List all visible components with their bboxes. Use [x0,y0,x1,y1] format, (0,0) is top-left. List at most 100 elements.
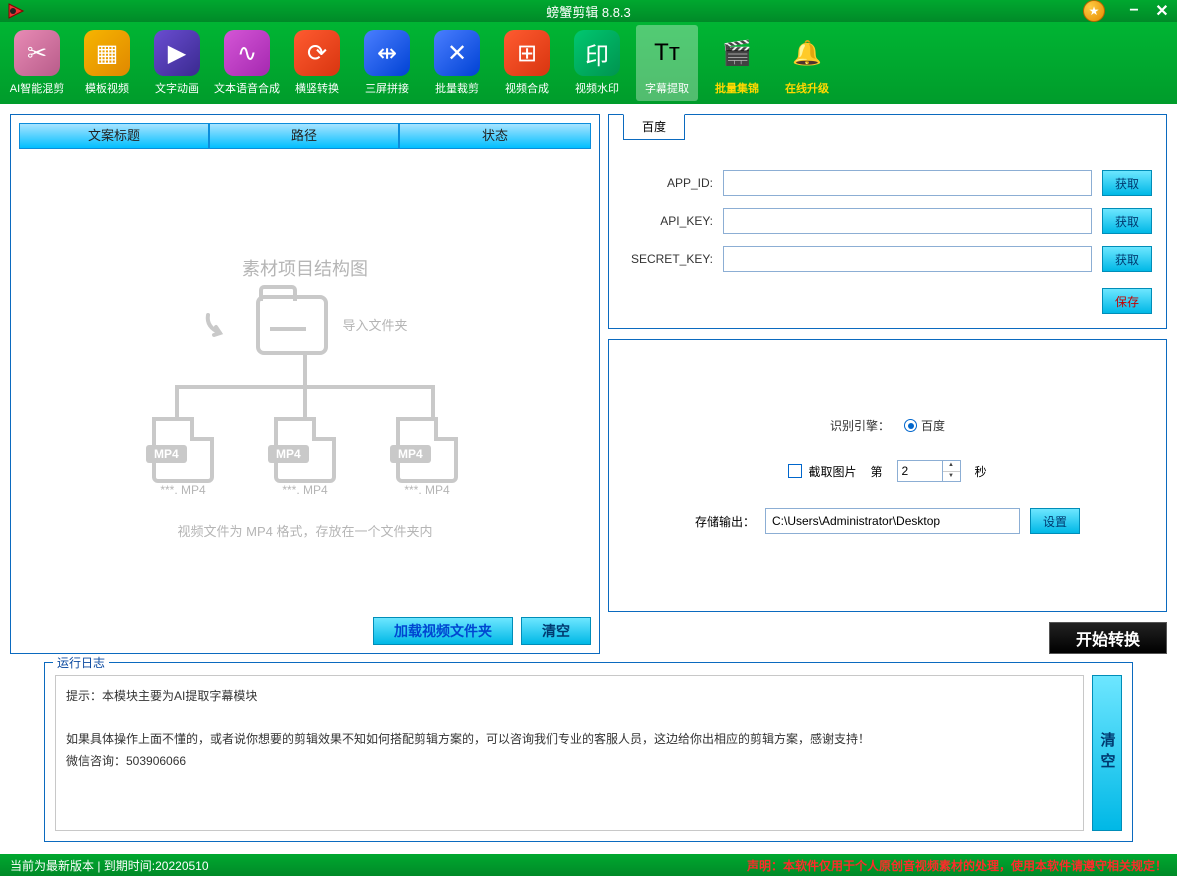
second-input[interactable] [898,461,942,481]
tool-icon: ⟳ [294,30,340,76]
file-icon: MP4 [152,417,214,483]
tool-label: 文字动画 [155,80,199,96]
tool-10[interactable]: 🎬 批量集锦 [706,25,768,101]
window-title: 螃蟹剪辑 8.8.3 [546,2,631,21]
tool-label: 三屏拼接 [365,80,409,96]
engine-label: 识别引擎： [830,417,890,434]
tool-0[interactable]: ✂ AI智能混剪 [6,25,68,101]
tool-8[interactable]: 印视频水印 [566,25,628,101]
tool-icon: ▦ [84,30,130,76]
import-label: 导入文件夹 [342,315,407,334]
diagram-title: 素材项目结构图 [242,255,368,281]
form-label: SECRET_KEY: [623,252,713,266]
start-convert-button[interactable]: 开始转换 [1049,622,1167,654]
tool-icon: Tᴛ [644,30,690,76]
tool-label: AI智能混剪 [10,80,64,96]
arrow-icon [202,305,242,345]
tab-baidu[interactable]: 百度 [623,114,685,140]
file-icon: MP4 [396,417,458,483]
tool-icon: ∿ [224,30,270,76]
tool-9[interactable]: Tᴛ 字幕提取 [636,25,698,101]
status-right: 声明：本软件仅用于个人原创音视频素材的处理，使用本软件请遵守相关规定！ [747,857,1167,874]
screenshot-checkbox[interactable]: 截取图片 [788,463,856,480]
tool-label: 视频合成 [505,80,549,96]
get-button-1[interactable]: 获取 [1102,208,1152,234]
tool-11[interactable]: 🔔 在线升级 [776,25,838,101]
file-name: ***. MP4 [274,483,336,497]
second-unit: 秒 [975,463,987,480]
radio-icon [904,419,917,432]
main-toolbar: ✂ AI智能混剪 ▦ 模板视频 ▶ 文字动画 ∿ 文本语音合成 ⟳ 横竖转换 ⇹ 三屏拼接 ✕ 批量裁剪 ⊞… [0,22,1177,104]
diagram-hint: 视频文件为 MP4 格式，存放在一个文件夹内 [178,521,433,540]
minimize-button[interactable]: − [1125,2,1143,20]
tool-1[interactable]: ▦ 模板视频 [76,25,138,101]
tool-label: 模板视频 [85,80,129,96]
tool-5[interactable]: ⇹ 三屏拼接 [356,25,418,101]
form-input-1[interactable] [723,208,1092,234]
tool-label: 批量集锦 [715,80,759,96]
log-line: 提示：本模块主要为AI提取字幕模块 [66,686,1073,708]
tool-icon: 印 [574,30,620,76]
log-frame: 运行日志 提示：本模块主要为AI提取字幕模块 如果具体操作上面不懂的，或者说你想… [44,662,1133,842]
tool-label: 视频水印 [575,80,619,96]
tool-label: 批量裁剪 [435,80,479,96]
folder-icon [256,295,328,355]
log-clear-button[interactable]: 清空 [1092,675,1122,831]
save-button[interactable]: 保存 [1102,288,1152,314]
form-input-0[interactable] [723,170,1092,196]
get-button-2[interactable]: 获取 [1102,246,1152,272]
app-logo [6,1,26,21]
engine-radio-baidu[interactable]: 百度 [904,417,945,434]
file-name: ***. MP4 [396,483,458,497]
tool-icon: 🎬 [714,30,760,76]
col-status[interactable]: 状态 [399,123,591,149]
col-title[interactable]: 文案标题 [19,123,209,149]
engine-config-box: 识别引擎： 百度 截取图片 第 [608,339,1167,612]
source-panel: 文案标题 路径 状态 素材项目结构图 导入文件夹 MP4MP4MP4 ***. [10,114,600,654]
log-line: 如果具体操作上面不懂的，或者说你想要的剪辑效果不知如何搭配剪辑方案的，可以咨询我… [66,729,1073,751]
file-icon: MP4 [274,417,336,483]
tool-6[interactable]: ✕ 批量裁剪 [426,25,488,101]
tool-icon: ⇹ [364,30,410,76]
tool-label: 横竖转换 [295,80,339,96]
log-legend: 运行日志 [53,654,109,671]
checkbox-icon [788,464,802,478]
log-body: 提示：本模块主要为AI提取字幕模块 如果具体操作上面不懂的，或者说你想要的剪辑效… [55,675,1084,831]
status-left: 当前为最新版本 | 到期时间:20220510 [10,857,209,874]
tool-icon: 🔔 [784,30,830,76]
tool-icon: ✂ [14,30,60,76]
settings-button[interactable]: 设置 [1030,508,1080,534]
tool-label: 文本语音合成 [214,80,280,96]
close-button[interactable]: ✕ [1153,1,1171,21]
get-button-0[interactable]: 获取 [1102,170,1152,196]
second-pre: 第 [870,463,882,480]
api-config-box: 百度 APP_ID: 获取 API_KEY: 获取 SECRET_KEY: 获取 保存 [608,114,1167,329]
form-input-2[interactable] [723,246,1092,272]
tool-icon: ✕ [434,30,480,76]
output-label: 存储输出： [695,513,755,530]
tool-label: 字幕提取 [645,80,689,96]
load-folder-button[interactable]: 加载视频文件夹 [373,617,513,645]
second-spinner[interactable]: ▲▼ [897,460,961,482]
spinner-down[interactable]: ▼ [943,472,960,482]
tool-label: 在线升级 [785,80,829,96]
tool-3[interactable]: ∿ 文本语音合成 [216,25,278,101]
log-line: 微信咨询：503906066 [66,751,1073,773]
statusbar: 当前为最新版本 | 到期时间:20220510 声明：本软件仅用于个人原创音视频… [0,854,1177,876]
clear-list-button[interactable]: 清空 [521,617,591,645]
tool-2[interactable]: ▶ 文字动画 [146,25,208,101]
tool-icon: ⊞ [504,30,550,76]
table-header: 文案标题 路径 状态 [19,123,591,149]
col-path[interactable]: 路径 [209,123,399,149]
reward-badge[interactable]: ★ [1083,0,1105,22]
form-label: API_KEY: [623,214,713,228]
structure-diagram: 素材项目结构图 导入文件夹 MP4 MP4 MP4 ***. MP4 ***. MP4… [19,149,591,645]
output-path-input[interactable] [765,508,1020,534]
tool-7[interactable]: ⊞ 视频合成 [496,25,558,101]
tool-icon: ▶ [154,30,200,76]
tool-4[interactable]: ⟳ 横竖转换 [286,25,348,101]
titlebar: 螃蟹剪辑 8.8.3 ★ − ✕ [0,0,1177,22]
form-label: APP_ID: [623,176,713,190]
file-name: ***. MP4 [152,483,214,497]
spinner-up[interactable]: ▲ [943,461,960,472]
